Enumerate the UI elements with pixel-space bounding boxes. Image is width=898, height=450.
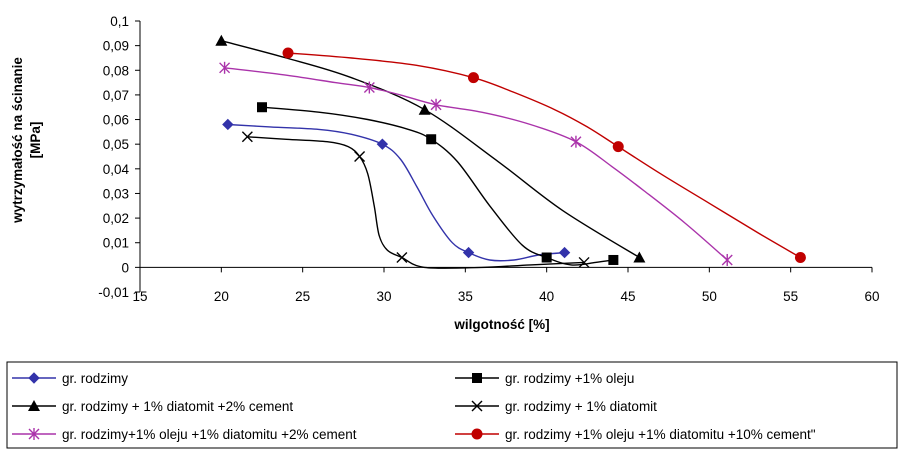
data-point <box>467 72 479 84</box>
x-tick-label: 30 <box>376 289 391 304</box>
legend-item: gr. rodzimy+1% oleju +1% diatomitu +2% c… <box>12 427 357 442</box>
series-line <box>247 136 585 269</box>
legend-label: gr. rodzimy +1% oleju +1% diatomitu +10%… <box>505 427 816 442</box>
data-point <box>612 141 624 153</box>
y-tick-label: 0,03 <box>103 186 129 201</box>
data-point <box>633 251 646 263</box>
series-line <box>287 52 801 259</box>
data-point <box>430 98 442 111</box>
x-tick-label: 20 <box>214 289 229 304</box>
series-2 <box>257 102 619 266</box>
series-6 <box>282 47 806 264</box>
data-point <box>570 135 582 148</box>
data-point <box>363 81 375 94</box>
data-point <box>282 47 294 59</box>
y-tick-label: 0,02 <box>103 211 129 226</box>
legend-item: gr. rodzimy +1% oleju +1% diatomitu +10%… <box>455 427 816 442</box>
y-tick-label: 0,1 <box>110 14 129 29</box>
data-point <box>541 252 552 263</box>
data-point <box>396 252 408 264</box>
y-tick-label: 0,04 <box>103 162 130 177</box>
legend: gr. rodzimy gr. rodzimy +1% oleju gr. rodz… <box>6 361 898 449</box>
legend-label: gr. rodzimy+1% oleju +1% diatomitu +2% c… <box>62 427 357 442</box>
y-tick-label: 0,08 <box>103 63 129 78</box>
data-point <box>222 118 234 131</box>
series-1 <box>222 118 571 262</box>
legend-label: gr. rodzimy + 1% diatomit <box>505 399 657 414</box>
y-tick-label: -0,01 <box>98 285 129 300</box>
legend-label: gr. rodzimy + 1% diatomit +2% cement <box>62 399 293 414</box>
legend-label: gr. rodzimy +1% oleju <box>505 371 634 386</box>
series-line <box>224 67 728 261</box>
data-point <box>578 256 590 268</box>
data-point <box>418 103 431 115</box>
series-5 <box>219 61 733 266</box>
y-tick-label: 0,05 <box>103 137 129 152</box>
series-4 <box>241 131 590 269</box>
marker-stroke <box>396 252 408 264</box>
x-tick-label: 50 <box>702 289 717 304</box>
data-point <box>219 61 231 74</box>
y-tick-label: 0,09 <box>103 39 129 54</box>
marker-stroke <box>241 131 253 143</box>
legend-item: gr. rodzimy <box>12 371 128 386</box>
y-axis-title-line1: wytrzymałość na ścinanie <box>10 57 25 224</box>
x-tick-label: 15 <box>132 289 147 304</box>
series-line <box>261 106 614 266</box>
data-point <box>471 428 483 440</box>
y-tick-label: 0 <box>121 260 129 275</box>
data-point <box>28 372 40 384</box>
y-tick-label: 0,06 <box>103 113 129 128</box>
y-tick-label: 0,07 <box>103 88 129 103</box>
marker-stroke <box>354 151 366 162</box>
legend-item: gr. rodzimy + 1% diatomit <box>455 399 657 414</box>
legend-box <box>6 361 898 449</box>
data-point <box>462 246 475 259</box>
x-tick-label: 35 <box>458 289 473 304</box>
data-point <box>354 151 366 162</box>
marker-stroke <box>471 400 483 412</box>
y-tick-label: 0,01 <box>103 236 129 251</box>
data-point <box>608 254 619 265</box>
legend-item: gr. rodzimy +1% oleju <box>455 371 634 386</box>
series-line <box>221 40 640 259</box>
data-point <box>28 400 40 411</box>
x-axis-title: wilgotność [%] <box>453 317 549 332</box>
x-tick-label: 55 <box>783 289 798 304</box>
legend-label: gr. rodzimy <box>62 371 128 386</box>
marker-stroke <box>578 256 590 268</box>
data-point <box>215 34 228 46</box>
legend-item: gr. rodzimy + 1% diatomit +2% cement <box>12 399 293 414</box>
data-point <box>241 131 253 143</box>
x-tick-label: 45 <box>620 289 635 304</box>
series-3 <box>215 34 646 263</box>
x-tick-label: 40 <box>539 289 554 304</box>
y-axis-title-line2: [MPa] <box>28 122 43 159</box>
data-point <box>28 428 40 440</box>
x-tick-label: 25 <box>295 289 310 304</box>
data-point <box>472 373 482 383</box>
plot-area: -0,01 0 0,01 0,02 0,03 0,04 0,05 0,06 0,07 0,08 0,… <box>98 14 879 304</box>
data-point <box>257 102 267 113</box>
x-tick-label: 60 <box>864 289 879 304</box>
data-point <box>426 134 437 145</box>
data-point <box>471 400 483 412</box>
series-line <box>227 123 565 262</box>
data-point <box>376 138 389 150</box>
data-point <box>794 252 806 264</box>
data-point <box>558 246 571 259</box>
data-point <box>721 253 733 266</box>
